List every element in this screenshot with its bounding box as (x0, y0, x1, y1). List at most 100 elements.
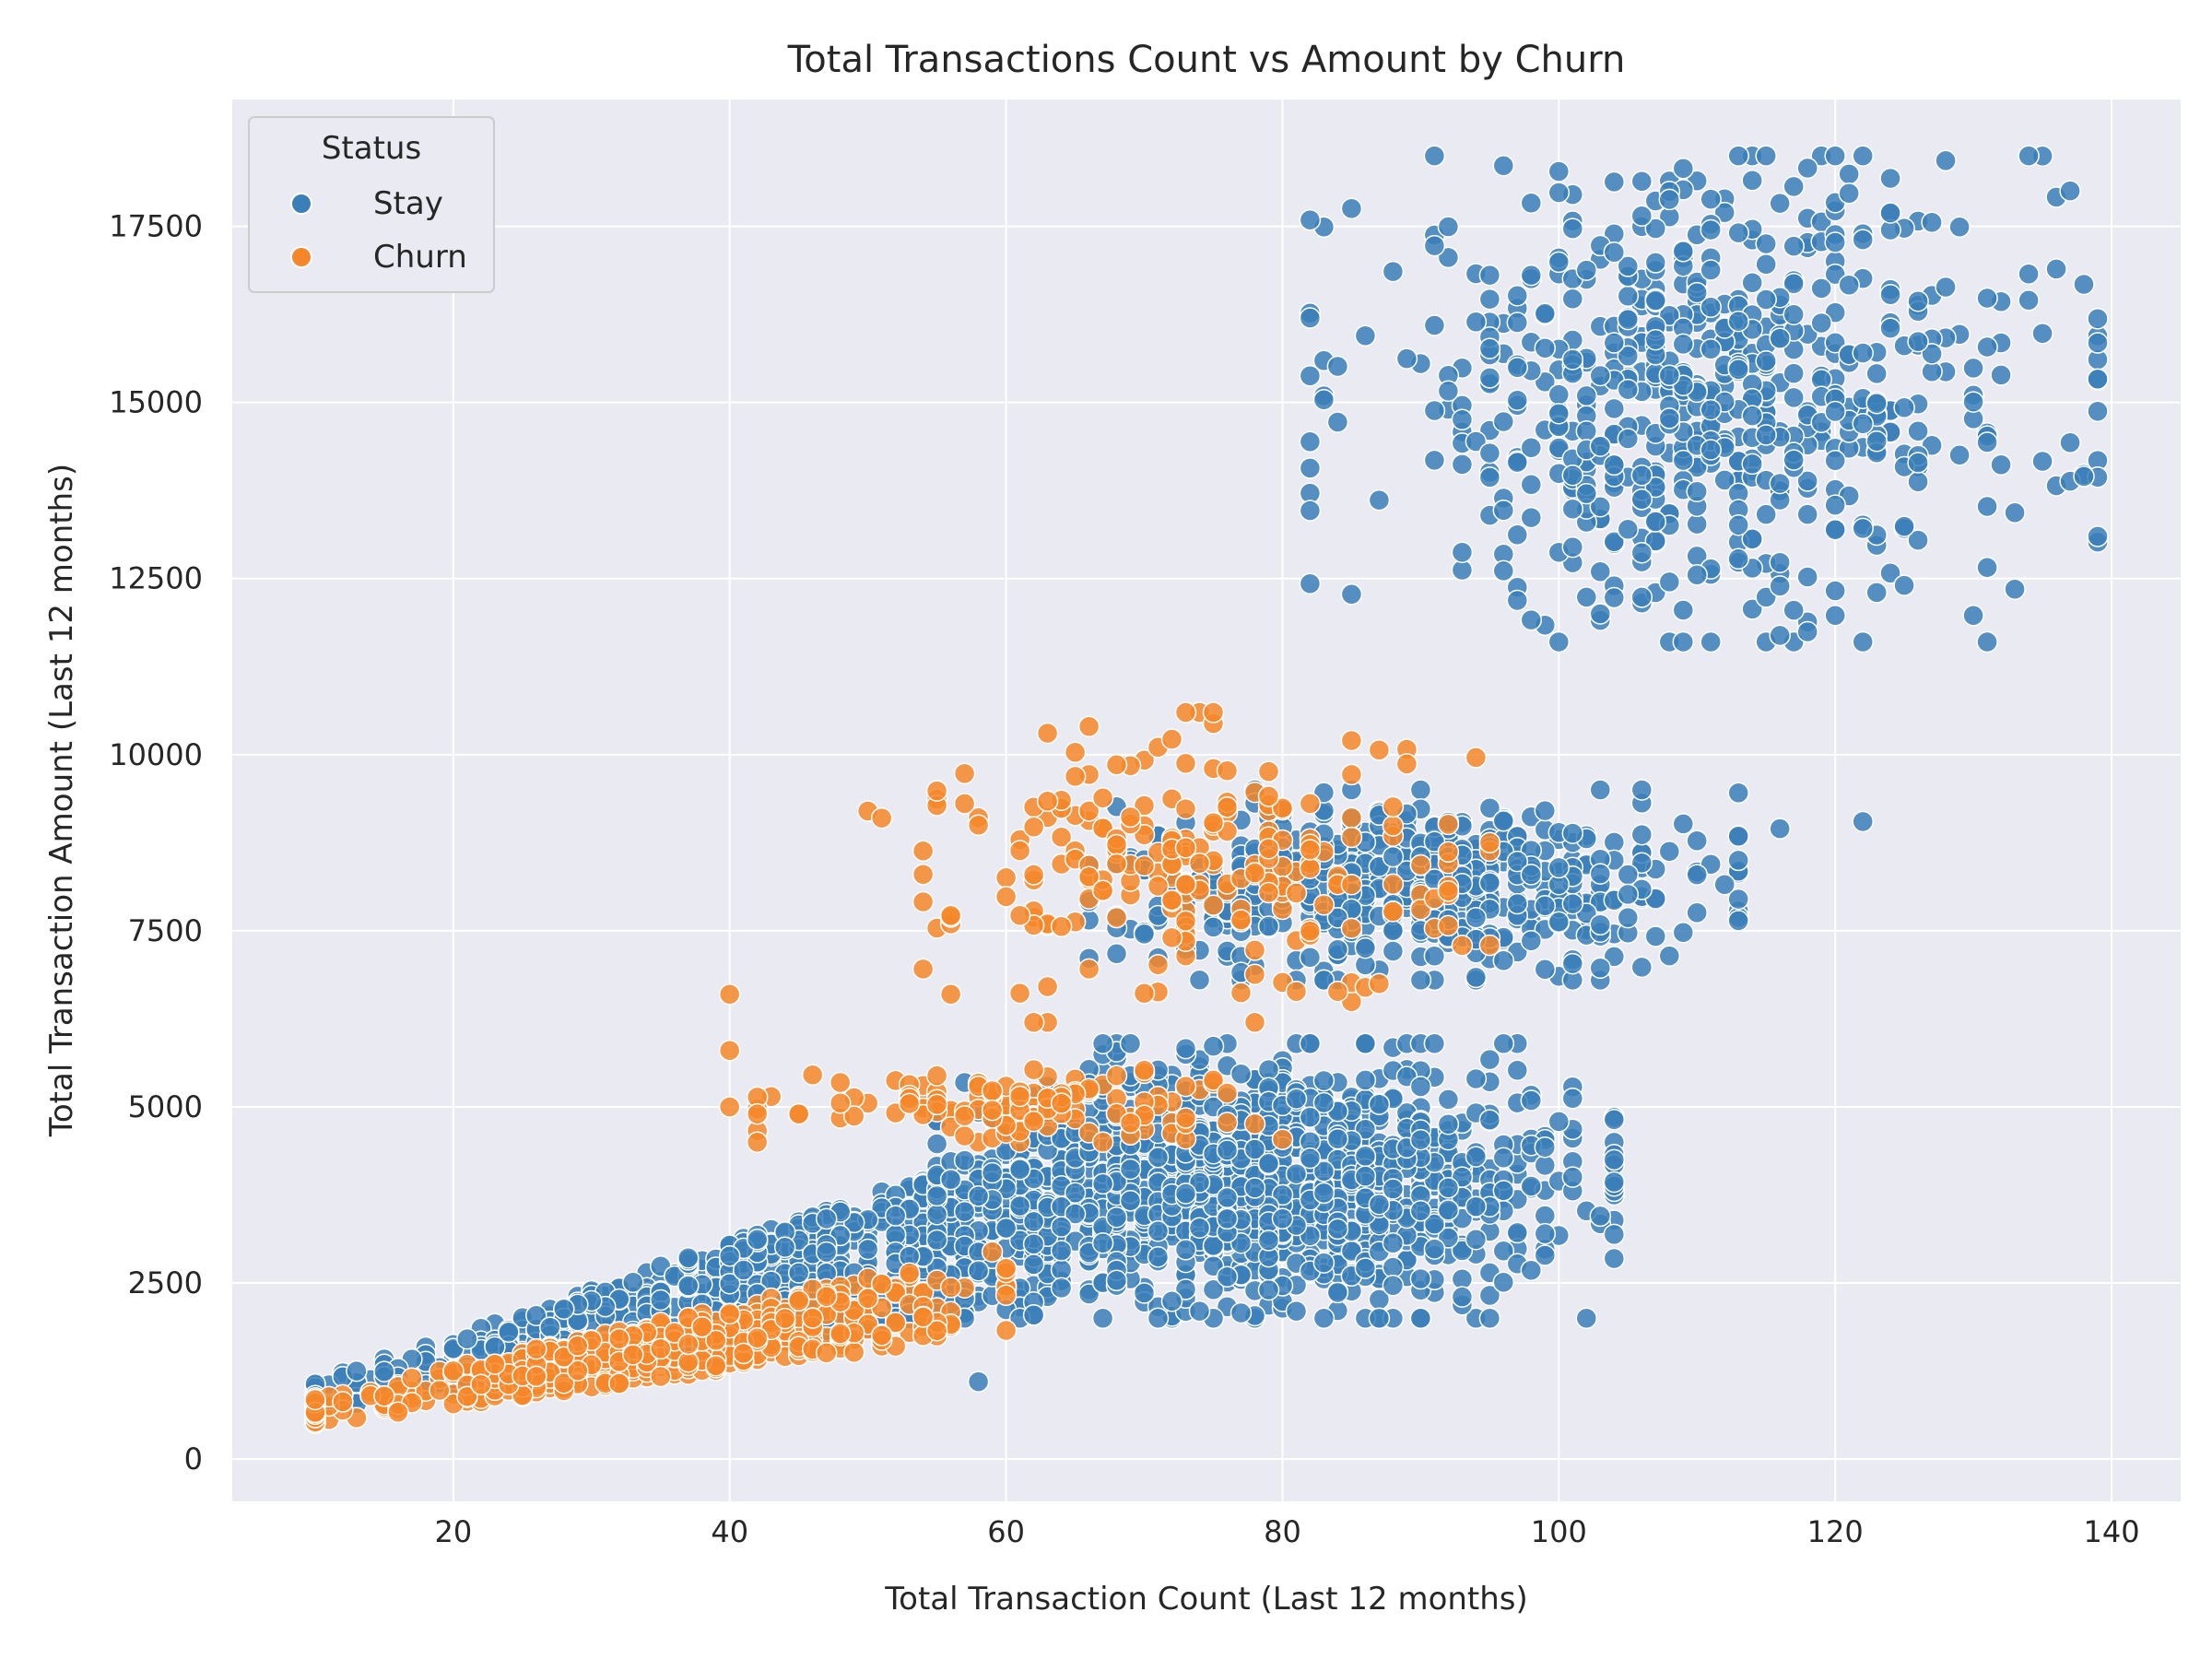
data-point-stay (1893, 396, 1915, 419)
x-axis: 20 40 60 80 100 120 140 (435, 1514, 2140, 1549)
data-point-stay (1326, 1281, 1349, 1304)
data-point-stay (1824, 580, 1846, 602)
data-point-stay (925, 1204, 948, 1226)
data-point-churn (525, 1365, 547, 1388)
data-point-stay (1478, 1109, 1501, 1131)
data-point-churn (1022, 816, 1045, 838)
x-axis-label: Total Transaction Count (Last 12 months) (884, 1581, 1528, 1618)
data-point-stay (1022, 1210, 1045, 1233)
data-point-stay (1935, 276, 1957, 299)
data-point-stay (1465, 1195, 1488, 1218)
data-point-stay (2045, 258, 2067, 280)
data-point-stay (2087, 525, 2109, 547)
x-tick-label: 40 (711, 1514, 748, 1549)
data-point-stay (1852, 342, 1874, 364)
data-point-stay (1091, 1032, 1114, 1054)
data-point-churn (925, 780, 948, 802)
data-point-churn (1382, 795, 1405, 818)
data-point-stay (1050, 1259, 1073, 1281)
data-point-stay (1409, 1076, 1432, 1098)
data-point-stay (1354, 1069, 1377, 1091)
data-point-stay (1589, 779, 1612, 801)
data-point-stay (1478, 288, 1501, 311)
data-point-churn (1368, 739, 1391, 761)
data-point-stay (1907, 419, 1929, 442)
data-point-stay (1700, 338, 1722, 360)
data-point-stay (1769, 551, 1791, 573)
data-point-churn (870, 1324, 893, 1347)
data-point-stay (1603, 241, 1626, 264)
data-point-stay (1395, 347, 1418, 370)
data-point-stay (1285, 1162, 1308, 1185)
data-point-stay (1769, 472, 1791, 495)
data-point-churn (718, 1096, 741, 1118)
x-tick-label: 60 (987, 1514, 1025, 1549)
data-point-stay (1852, 145, 1874, 167)
data-point-churn (1174, 837, 1197, 859)
data-point-stay (1672, 922, 1695, 944)
data-point-stay (1506, 389, 1529, 411)
data-point-churn (1340, 873, 1363, 896)
data-point-stay (525, 1304, 547, 1326)
data-point-stay (1437, 1088, 1460, 1111)
data-point-stay (1700, 398, 1722, 421)
data-point-churn (1382, 900, 1405, 923)
data-point-stay (1976, 495, 1998, 518)
data-point-churn (304, 1388, 326, 1411)
data-point-stay (1962, 391, 1984, 413)
data-point-stay (1409, 1307, 1432, 1330)
data-point-churn (1105, 754, 1128, 776)
data-point-stay (1686, 563, 1708, 586)
data-point-churn (787, 1102, 810, 1125)
data-point-stay (1617, 428, 1640, 450)
data-point-stay (1727, 359, 1749, 381)
data-point-stay (1506, 451, 1529, 474)
data-point-stay (1354, 936, 1377, 959)
data-point-stay (2059, 431, 2081, 454)
data-point-stay (1091, 1307, 1114, 1330)
data-point-stay (677, 1275, 700, 1297)
data-point-stay (1630, 956, 1653, 979)
data-point-churn (1174, 797, 1197, 820)
data-point-stay (1382, 1256, 1405, 1278)
data-point-churn (1243, 963, 1266, 986)
data-point-stay (1478, 337, 1501, 359)
data-point-stay (1105, 943, 1128, 965)
data-point-stay (1520, 1175, 1543, 1197)
data-point-churn (1382, 873, 1405, 895)
data-point-stay (1575, 259, 1598, 281)
data-point-stay (1658, 571, 1681, 594)
data-point-stay (2031, 323, 2053, 345)
data-point-churn (1312, 894, 1335, 916)
data-point-churn (746, 1102, 769, 1125)
data-point-stay (967, 1371, 990, 1393)
data-point-stay (1133, 1282, 1156, 1304)
data-point-stay (1796, 503, 1818, 525)
data-point-stay (1299, 1147, 1322, 1170)
data-point-churn (953, 793, 976, 815)
data-point-stay (1976, 630, 1998, 653)
data-point-stay (2018, 288, 2040, 312)
data-point-stay (1672, 449, 1695, 472)
data-point-churn (1105, 853, 1128, 876)
data-point-churn (1008, 982, 1031, 1005)
data-point-stay (1423, 945, 1446, 967)
data-point-churn (1022, 1011, 1045, 1034)
data-point-stay (1879, 284, 1901, 306)
data-point-stay (1299, 307, 1322, 329)
data-point-stay (1050, 1277, 1073, 1300)
data-point-stay (1561, 822, 1584, 844)
data-point-stay (1174, 1037, 1197, 1060)
data-point-stay (1050, 1216, 1073, 1238)
data-point-stay (1506, 357, 1529, 379)
data-point-stay (1755, 424, 1777, 446)
data-point-churn (691, 1315, 713, 1338)
data-point-stay (1824, 518, 1846, 541)
data-point-stay (1672, 599, 1695, 621)
data-point-stay (1534, 337, 1557, 359)
data-point-churn (1257, 881, 1280, 904)
data-point-stay (925, 1184, 948, 1207)
data-point-stay (1478, 264, 1501, 287)
data-point-stay (2004, 578, 2026, 600)
data-point-stay (1561, 1087, 1584, 1110)
